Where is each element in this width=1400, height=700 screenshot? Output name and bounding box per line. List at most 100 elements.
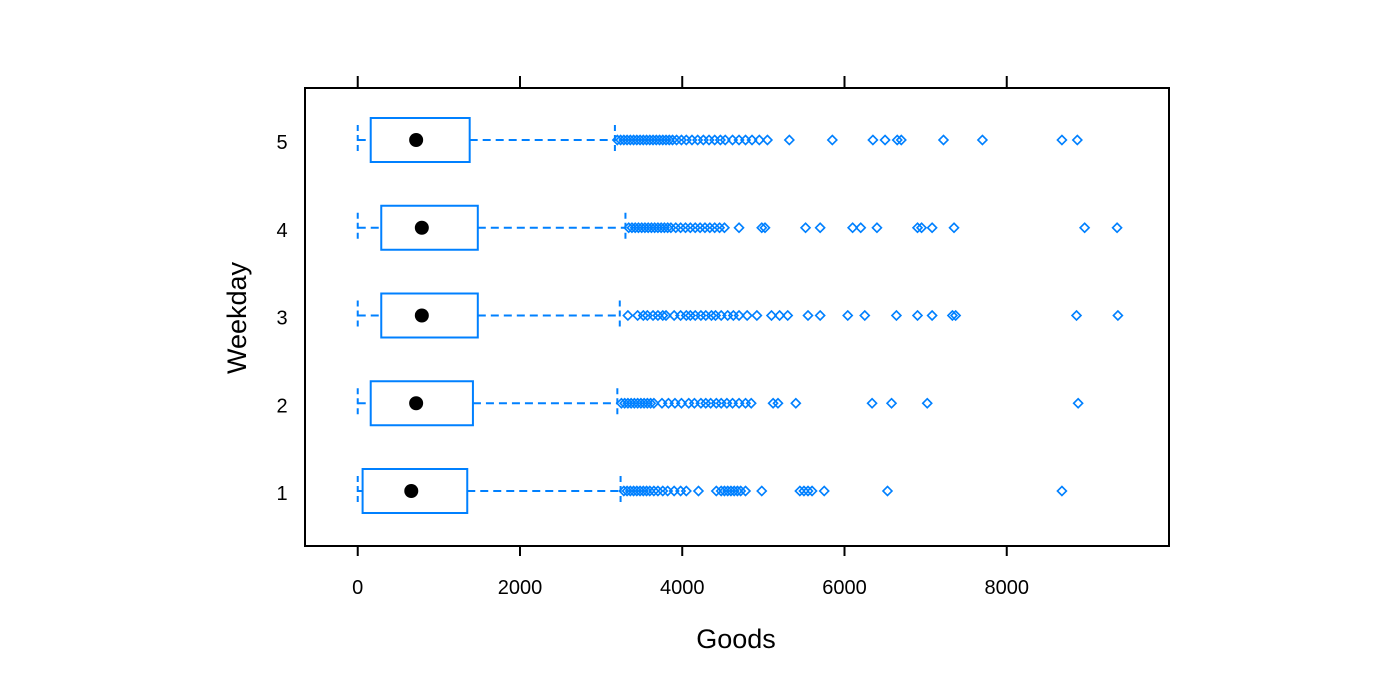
outlier-point bbox=[660, 309, 672, 322]
outlier-point bbox=[670, 134, 683, 146]
outlier-point bbox=[911, 309, 924, 322]
outlier-point bbox=[725, 485, 737, 497]
outlier-point bbox=[695, 397, 707, 409]
outlier-point bbox=[846, 222, 859, 234]
outlier-point bbox=[662, 222, 674, 234]
outlier-point bbox=[756, 485, 768, 497]
outlier-point bbox=[773, 309, 786, 322]
outlier-point bbox=[657, 309, 669, 322]
outlier-point bbox=[634, 134, 646, 146]
outlier-point bbox=[1056, 485, 1068, 497]
outlier-point bbox=[746, 134, 758, 146]
outlier-point bbox=[697, 134, 709, 146]
outlier-point bbox=[756, 222, 768, 234]
outlier-point bbox=[879, 134, 891, 146]
outlier-point bbox=[731, 485, 744, 497]
outlier-point bbox=[634, 485, 646, 497]
outlier-point bbox=[722, 309, 734, 322]
outlier-point bbox=[703, 134, 715, 146]
outlier-point bbox=[937, 134, 950, 146]
x-tick-label: 8000 bbox=[984, 577, 1029, 599]
outlier-point bbox=[950, 309, 962, 322]
outlier-point bbox=[614, 134, 627, 146]
y-tick-label: 3 bbox=[276, 308, 287, 330]
outlier-point bbox=[1056, 134, 1068, 146]
outlier-point bbox=[631, 397, 644, 409]
outlier-point bbox=[826, 134, 838, 146]
outlier-point bbox=[631, 134, 643, 146]
outlier-point bbox=[653, 134, 666, 146]
outlier-point bbox=[680, 309, 692, 322]
outlier-point bbox=[915, 222, 928, 234]
outlier-point bbox=[627, 134, 640, 146]
outlier-point bbox=[700, 397, 712, 409]
x-axis-bottom: 0 2000 4000 6000 8000 bbox=[352, 546, 1029, 599]
y-tick-label: 1 bbox=[276, 483, 287, 505]
outlier-point bbox=[669, 397, 681, 409]
outlier-point bbox=[753, 134, 765, 146]
outlier-point bbox=[946, 309, 959, 322]
outlier-point bbox=[635, 397, 647, 409]
outlier-point bbox=[890, 309, 903, 322]
outlier-point bbox=[799, 222, 812, 234]
median-dot bbox=[409, 396, 424, 411]
x-axis-title: Goods bbox=[696, 624, 776, 654]
y-tick-label: 2 bbox=[276, 395, 287, 417]
outlier-point bbox=[790, 397, 802, 409]
outlier-point bbox=[911, 222, 924, 234]
outlier-point bbox=[719, 134, 731, 146]
outlier-point bbox=[628, 397, 641, 409]
outlier-point bbox=[657, 134, 669, 146]
outlier-point bbox=[859, 309, 871, 322]
outlier-point bbox=[663, 134, 675, 146]
outlier-point bbox=[674, 222, 687, 234]
outlier-point bbox=[895, 134, 907, 146]
outlier-point bbox=[710, 485, 722, 497]
outlier-point bbox=[885, 397, 898, 409]
outlier-point bbox=[660, 134, 672, 146]
outlier-point bbox=[728, 485, 740, 497]
outlier-point bbox=[626, 222, 638, 234]
outlier-point bbox=[632, 222, 645, 234]
outlier-point bbox=[733, 222, 745, 234]
outlier-point bbox=[647, 309, 659, 322]
outlier-point bbox=[640, 485, 653, 497]
outlier-point bbox=[842, 309, 854, 322]
outlier-point bbox=[802, 485, 814, 497]
outlier-point bbox=[726, 397, 739, 409]
boxes-layer bbox=[356, 117, 1124, 514]
outlier-point bbox=[705, 309, 718, 322]
outlier-point bbox=[765, 309, 778, 322]
outlier-point bbox=[688, 397, 701, 409]
outlier-point bbox=[670, 222, 682, 234]
x-tick-label: 4000 bbox=[660, 577, 705, 599]
outlier-point bbox=[639, 222, 651, 234]
outlier-point bbox=[657, 485, 669, 497]
outlier-point bbox=[621, 134, 633, 146]
outlier-point bbox=[621, 485, 633, 497]
outlier-point bbox=[674, 309, 687, 322]
outlier-point bbox=[745, 397, 757, 409]
outlier-point bbox=[733, 134, 745, 146]
outlier-point bbox=[814, 309, 826, 322]
box-group bbox=[356, 204, 1123, 251]
outlier-point bbox=[684, 222, 696, 234]
outlier-point bbox=[649, 222, 661, 234]
outlier-point bbox=[629, 222, 641, 234]
outlier-point bbox=[644, 134, 656, 146]
box-group bbox=[356, 292, 1124, 339]
outlier-point bbox=[637, 134, 649, 146]
iqr-box bbox=[380, 292, 479, 339]
outlier-point bbox=[976, 134, 989, 146]
outlier-point bbox=[806, 485, 818, 497]
outlier-point bbox=[641, 397, 653, 409]
outlier-point bbox=[1072, 397, 1084, 409]
outlier-point bbox=[675, 397, 688, 409]
outlier-point bbox=[814, 222, 826, 234]
outlier-point bbox=[658, 222, 671, 234]
median-dot bbox=[414, 220, 429, 235]
outlier-point bbox=[631, 485, 643, 497]
outlier-point bbox=[684, 309, 696, 322]
outlier-point bbox=[675, 134, 688, 146]
